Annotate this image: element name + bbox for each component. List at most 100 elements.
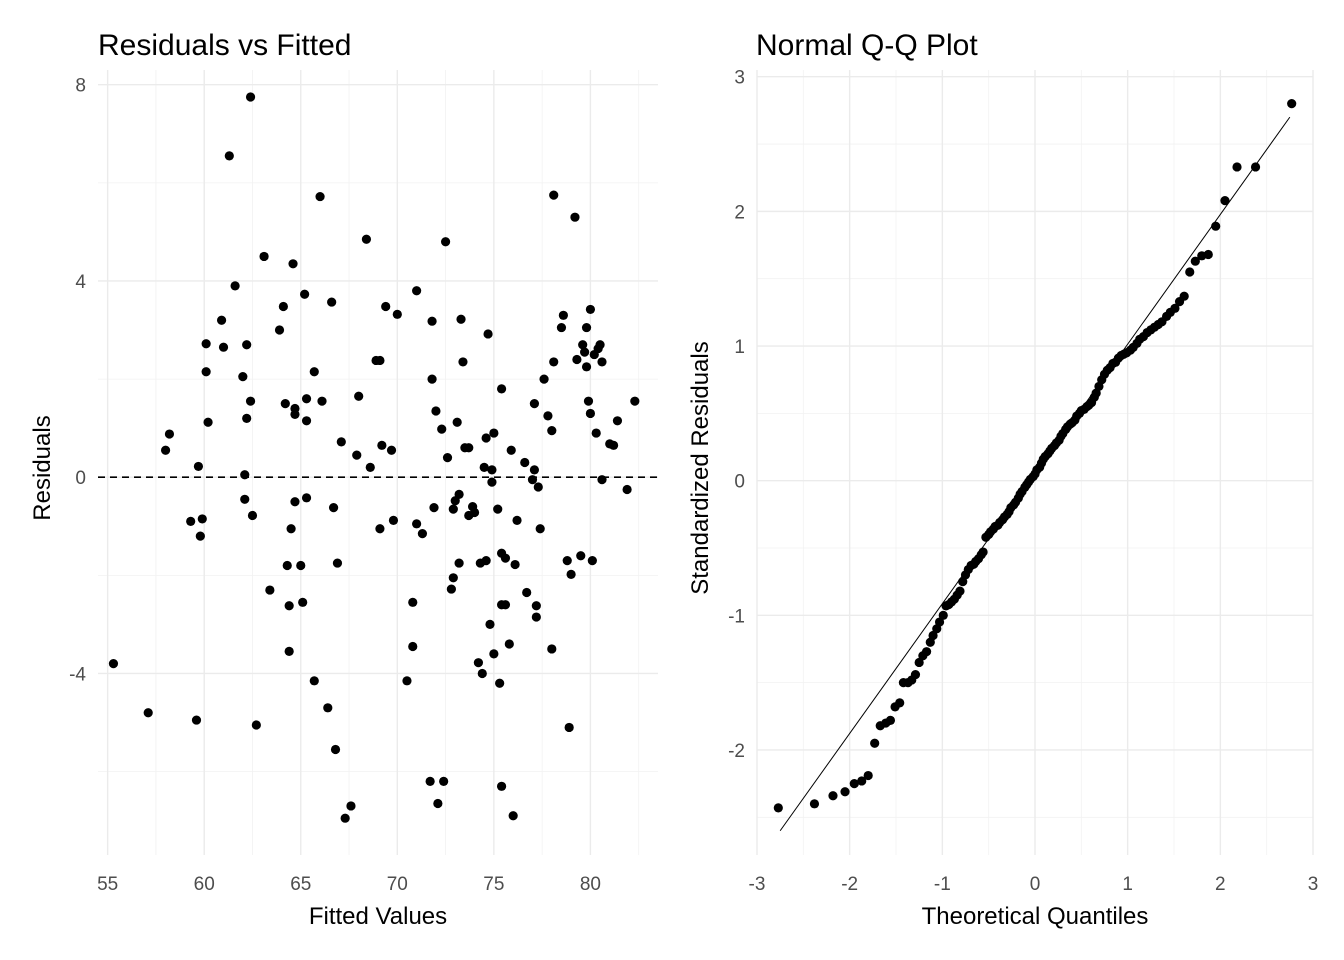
data-point bbox=[1211, 221, 1221, 231]
data-point bbox=[108, 659, 119, 669]
data-point bbox=[164, 429, 175, 439]
data-point bbox=[510, 559, 520, 570]
data-point bbox=[556, 322, 567, 333]
data-point bbox=[458, 357, 468, 367]
data-point bbox=[332, 558, 343, 568]
data-point bbox=[895, 698, 905, 708]
data-point bbox=[143, 708, 153, 718]
data-point bbox=[1287, 99, 1297, 109]
y-tick-label: 1 bbox=[734, 337, 745, 358]
data-point bbox=[612, 416, 623, 426]
data-point bbox=[216, 315, 227, 325]
x-axis-label: Fitted Values bbox=[309, 903, 447, 930]
x-tick-label: 55 bbox=[97, 874, 118, 895]
data-point bbox=[336, 437, 346, 447]
data-point bbox=[201, 367, 211, 377]
data-point bbox=[452, 417, 462, 427]
data-point bbox=[446, 584, 456, 594]
data-point bbox=[328, 503, 339, 513]
data-point bbox=[489, 649, 499, 659]
x-tick-label: 70 bbox=[387, 874, 408, 895]
gridlines bbox=[98, 70, 658, 855]
x-tick-label: -2 bbox=[841, 874, 858, 895]
data-point bbox=[375, 524, 385, 534]
data-point bbox=[583, 396, 594, 406]
data-point bbox=[245, 396, 256, 406]
data-point bbox=[483, 329, 493, 339]
data-point bbox=[496, 384, 507, 394]
chart-title: Residuals vs Fitted bbox=[98, 29, 351, 62]
data-point bbox=[1220, 196, 1230, 206]
y-tick-label: 0 bbox=[734, 472, 745, 493]
data-point bbox=[327, 297, 337, 307]
data-point bbox=[381, 301, 391, 312]
data-point bbox=[595, 340, 605, 350]
data-point bbox=[301, 416, 312, 426]
data-point bbox=[921, 647, 932, 657]
data-point bbox=[201, 339, 211, 349]
data-point bbox=[587, 556, 597, 566]
data-point bbox=[481, 556, 491, 566]
data-point bbox=[265, 585, 275, 595]
data-point bbox=[454, 558, 464, 568]
data-point bbox=[549, 357, 559, 367]
data-point bbox=[242, 413, 252, 423]
y-axis-label: Residuals bbox=[29, 415, 56, 520]
data-point bbox=[191, 715, 202, 725]
data-point bbox=[487, 477, 497, 487]
data-point bbox=[481, 433, 491, 443]
data-point bbox=[508, 811, 518, 821]
data-point bbox=[630, 396, 640, 406]
data-point bbox=[301, 394, 312, 404]
data-point bbox=[296, 560, 306, 571]
data-point bbox=[1170, 303, 1180, 313]
data-point bbox=[282, 560, 292, 571]
data-point bbox=[160, 445, 171, 455]
data-point bbox=[529, 465, 540, 475]
data-point bbox=[870, 738, 880, 748]
data-point bbox=[388, 515, 399, 525]
data-point bbox=[1232, 162, 1242, 172]
data-point bbox=[576, 551, 586, 561]
data-point bbox=[290, 409, 300, 420]
data-point bbox=[278, 301, 288, 312]
data-point bbox=[417, 529, 428, 539]
y-axis-label: Standardized Residuals bbox=[687, 341, 714, 595]
y-tick-label: -2 bbox=[728, 741, 745, 762]
data-point bbox=[309, 367, 319, 377]
data-point bbox=[284, 646, 294, 656]
data-point bbox=[247, 510, 258, 521]
data-point bbox=[473, 658, 484, 668]
data-point bbox=[934, 617, 945, 627]
data-point bbox=[928, 630, 938, 641]
data-point bbox=[323, 703, 333, 713]
data-point bbox=[608, 440, 619, 450]
data-point bbox=[386, 445, 397, 455]
data-point bbox=[531, 601, 541, 611]
data-point bbox=[377, 440, 387, 450]
x-tick-label: -1 bbox=[934, 874, 951, 895]
data-point bbox=[437, 424, 447, 434]
data-point bbox=[240, 470, 250, 480]
data-point bbox=[242, 340, 252, 350]
data-point bbox=[622, 484, 632, 495]
data-point bbox=[288, 259, 298, 269]
data-point bbox=[245, 92, 256, 102]
data-point bbox=[431, 406, 441, 416]
data-point bbox=[203, 417, 213, 427]
data-point bbox=[315, 191, 325, 202]
data-point bbox=[448, 573, 458, 583]
data-point bbox=[1190, 256, 1200, 266]
data-point bbox=[274, 325, 285, 335]
data-point bbox=[300, 289, 310, 299]
data-point bbox=[581, 322, 592, 333]
data-point bbox=[910, 669, 921, 680]
residuals-vs-fitted-panel: Residuals vs Fitted 55 60 65 70 75 80 -4 0 4 8 F… bbox=[29, 29, 658, 930]
data-point bbox=[186, 516, 196, 526]
x-tick-labels: -3 -2 -1 0 1 2 3 bbox=[749, 874, 1319, 895]
x-tick-label: 3 bbox=[1308, 874, 1319, 895]
data-point bbox=[857, 776, 867, 786]
data-point bbox=[224, 151, 234, 161]
data-point bbox=[352, 450, 362, 460]
data-point bbox=[487, 465, 497, 475]
